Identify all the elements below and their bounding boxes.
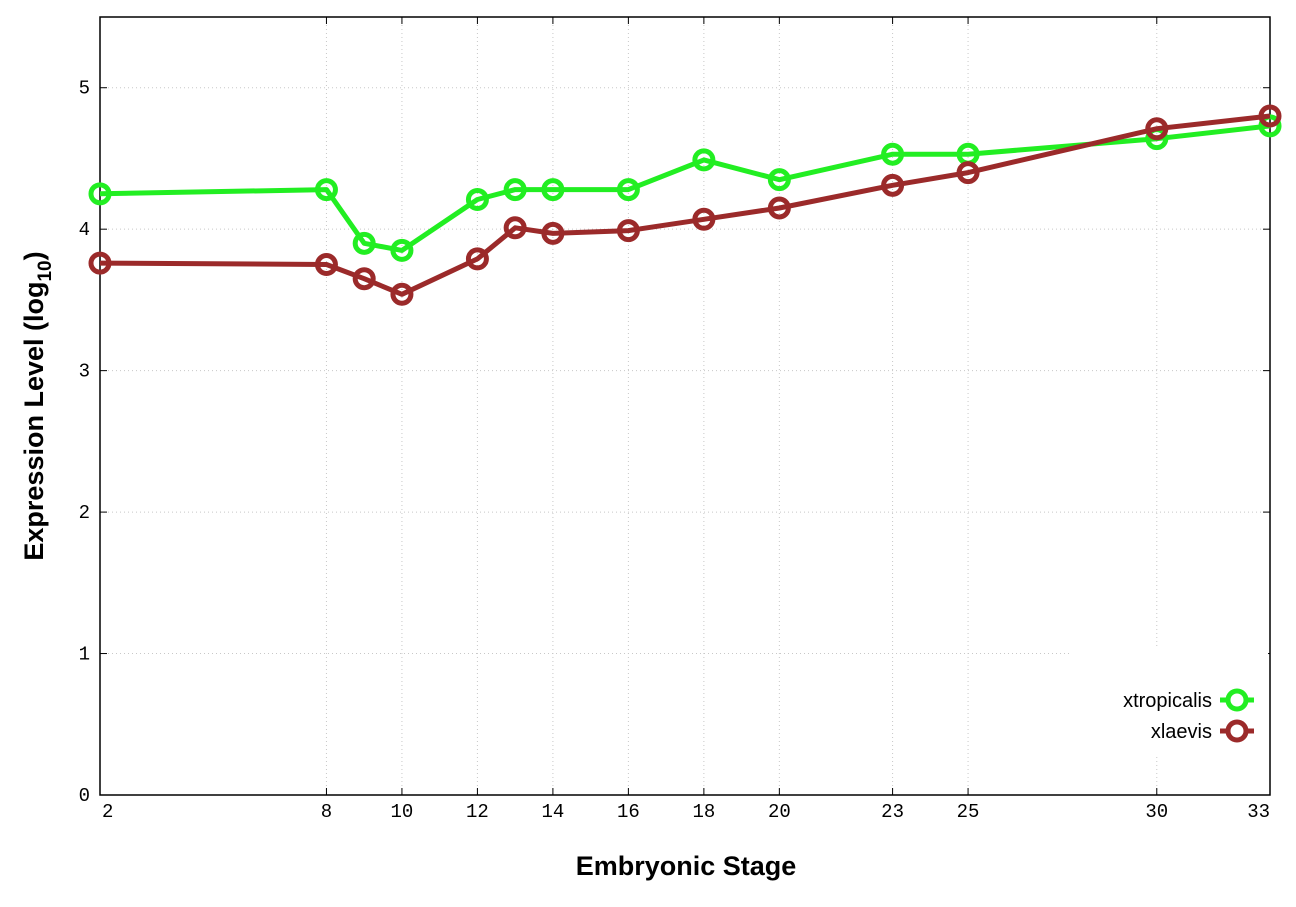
x-tick-label-20: 20 <box>768 801 791 823</box>
x-tick-label-16: 16 <box>617 801 640 823</box>
series-layer <box>88 104 1282 306</box>
point-xtropicalis-stage-20 <box>767 168 791 192</box>
point-xlaevis-stage-8 <box>314 253 338 277</box>
series-xlaevis <box>88 104 1282 306</box>
point-xlaevis-stage-2 <box>88 251 112 275</box>
point-xtropicalis-stage-8 <box>314 178 338 202</box>
x-tick-label-8: 8 <box>321 801 332 823</box>
x-tick-label-2: 2 <box>102 801 113 823</box>
point-xtropicalis-stage-18 <box>692 148 716 172</box>
x-tick-label-14: 14 <box>541 801 564 823</box>
point-xtropicalis-stage-10 <box>390 238 414 262</box>
legend-label-xtropicalis: xtropicalis <box>1123 690 1212 712</box>
x-tick-label-25: 25 <box>957 801 980 823</box>
y-tick-label-1: 1 <box>79 644 90 666</box>
x-tick-label-10: 10 <box>391 801 414 823</box>
point-xlaevis-stage-20 <box>767 196 791 220</box>
point-xlaevis-stage-16 <box>616 219 640 243</box>
y-axis-title-main: Expression Level (log <box>19 282 49 561</box>
y-tick-label-2: 2 <box>79 502 90 524</box>
y-tick-label-3: 3 <box>79 361 90 383</box>
point-xlaevis-stage-30 <box>1145 117 1169 141</box>
point-xlaevis-stage-9 <box>352 267 376 291</box>
point-xlaevis-stage-14 <box>541 221 565 245</box>
point-xlaevis-stage-13 <box>503 216 527 240</box>
point-xlaevis-stage-10 <box>390 282 414 306</box>
y-axis-title: Expression Level (log10) <box>19 251 56 560</box>
x-axis-title: Embryonic Stage <box>576 851 797 881</box>
point-xlaevis-stage-33 <box>1258 104 1282 128</box>
legend-label-xlaevis: xlaevis <box>1151 721 1212 743</box>
point-xtropicalis-stage-2 <box>88 182 112 206</box>
y-axis-title-close: ) <box>19 251 49 260</box>
point-xtropicalis-stage-9 <box>352 231 376 255</box>
y-tick-label-4: 4 <box>79 219 90 241</box>
y-axis-title-subscript: 10 <box>35 260 56 281</box>
point-xtropicalis-stage-12 <box>465 187 489 211</box>
point-xtropicalis-stage-16 <box>616 178 640 202</box>
point-xtropicalis-stage-14 <box>541 178 565 202</box>
point-xlaevis-stage-18 <box>692 207 716 231</box>
point-xtropicalis-stage-13 <box>503 178 527 202</box>
x-tick-label-30: 30 <box>1145 801 1168 823</box>
series-line-xlaevis <box>99 113 1271 297</box>
x-tick-label-12: 12 <box>466 801 489 823</box>
x-tick-label-23: 23 <box>881 801 904 823</box>
y-tick-label-0: 0 <box>79 785 90 807</box>
point-xlaevis-stage-25 <box>956 161 980 185</box>
x-tick-label-18: 18 <box>692 801 715 823</box>
grid <box>99 17 1271 796</box>
x-tick-label-33: 33 <box>1247 801 1270 823</box>
y-tick-label-5: 5 <box>79 78 90 100</box>
series-line-xtropicalis <box>99 123 1271 253</box>
legend: xtropicalis xlaevis <box>1072 648 1268 756</box>
plot-frame <box>99 16 1271 796</box>
point-xlaevis-stage-23 <box>881 173 905 197</box>
legend-marker-xtropicalis <box>1225 688 1249 712</box>
series-xtropicalis <box>88 114 1282 262</box>
legend-marker-xlaevis <box>1225 719 1249 743</box>
point-xtropicalis-stage-23 <box>881 142 905 166</box>
point-xlaevis-stage-12 <box>465 247 489 271</box>
